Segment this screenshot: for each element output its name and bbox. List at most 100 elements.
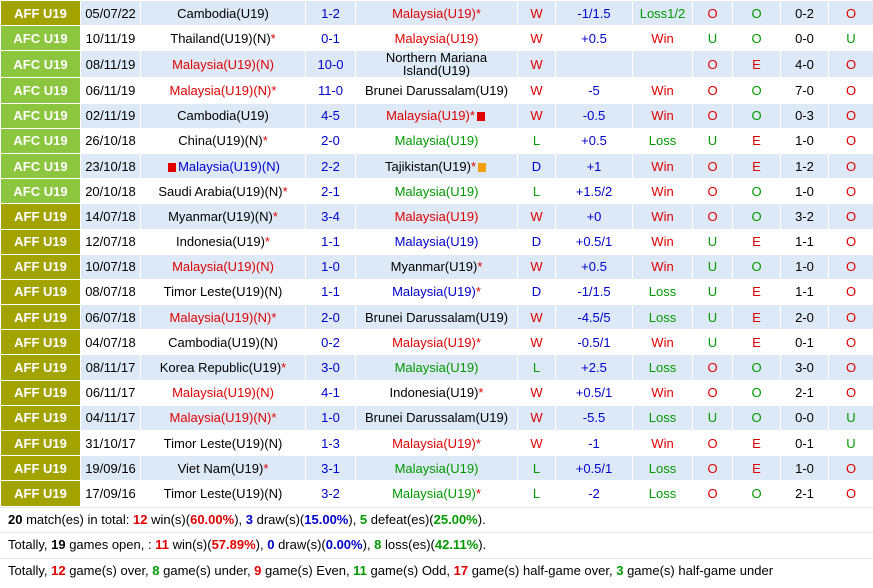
match-rows: AFF U19 05/07/22 Cambodia(U19) 1-2 Malaysia(… (0, 0, 873, 507)
half-over-under: O (828, 455, 873, 482)
handicap-result-text: Win (651, 108, 674, 124)
half-over-under-text: O (845, 82, 857, 98)
away-team: Brunei Darussalam(U19) (355, 77, 518, 104)
league-text: AFC U19 (13, 30, 68, 46)
home-name: Indonesia(U19) (176, 234, 265, 250)
over-under-text: U (707, 334, 718, 350)
half-over-under-text: O (845, 334, 857, 350)
score: 1-0 (305, 404, 356, 432)
handicap-result (632, 50, 693, 79)
date-text: 08/11/19 (85, 56, 136, 72)
odd-even: E (732, 50, 781, 79)
home-name: Malaysia(U19)(N) (169, 410, 272, 426)
date-text: 04/11/17 (85, 410, 136, 426)
date: 31/10/17 (80, 429, 141, 457)
score: 0-1 (305, 25, 356, 52)
home-name: China(U19)(N) (178, 133, 263, 149)
league: AFF U19 (0, 0, 81, 27)
away-name: Malaysia(U19) (394, 208, 479, 224)
summary-number: 11 (353, 562, 367, 578)
handicap-result: Win (632, 77, 693, 104)
summary-text: win(s)( (168, 537, 212, 553)
date: 06/07/18 (80, 304, 141, 331)
date-text: 31/10/17 (85, 435, 136, 451)
away-name: Malaysia(U19) (394, 30, 479, 46)
odd-even-text: O (751, 410, 762, 426)
half-over-under: U (828, 429, 873, 457)
result-text: D (531, 234, 542, 250)
half-over-under: O (828, 203, 873, 230)
league: AFF U19 (0, 304, 81, 331)
away-team: Malaysia(U19)* (355, 329, 518, 356)
match-row: AFF U19 19/09/16 Viet Nam(U19)* 3-1 Malaysia… (0, 455, 873, 482)
score: 2-0 (305, 304, 356, 331)
score: 2-1 (305, 178, 356, 205)
date-text: 08/11/17 (85, 360, 136, 376)
handicap-result-text: Win (651, 208, 674, 224)
half-score: 3-2 (780, 203, 829, 230)
over-under: O (692, 354, 733, 381)
match-row: AFF U19 12/07/18 Indonesia(U19)* 1-1 Malaysi… (0, 228, 873, 255)
score: 4-5 (305, 102, 356, 129)
odd-even-text: O (751, 108, 762, 124)
score-text: 2-0 (321, 133, 340, 149)
summary-number: 3 (245, 511, 253, 527)
league-text: AFF U19 (14, 309, 67, 325)
half-over-under: O (828, 152, 873, 180)
summary-text: draw(s)( (274, 537, 326, 553)
away-name: Malaysia(U19) (392, 435, 476, 451)
result-text: W (530, 410, 543, 426)
away-name: Malaysia(U19) (392, 334, 476, 350)
handicap-result-text: Win (651, 259, 674, 275)
half-over-under: U (828, 25, 873, 52)
score-text: 2-2 (321, 158, 340, 174)
home-team: Malaysia(U19)(N) (140, 253, 306, 280)
half-score-text: 7-0 (795, 82, 814, 98)
handicap-result: Win (632, 253, 693, 280)
result: W (517, 404, 556, 432)
date: 04/07/18 (80, 329, 141, 356)
over-under-text: U (707, 284, 718, 300)
away-team: Malaysia(U19)* (355, 429, 518, 457)
over-under-text: O (707, 208, 718, 224)
match-row: AFC U19 23/10/18 Malaysia(U19)(N) 2-2 Tajiki… (0, 152, 873, 180)
league-text: AFF U19 (14, 360, 67, 376)
half-over-under-text: O (845, 5, 857, 21)
date: 12/07/18 (80, 228, 141, 255)
handicap-result: Loss (632, 278, 693, 306)
date: 23/10/18 (80, 152, 141, 180)
half-over-under-text: U (846, 30, 856, 46)
score-text: 0-2 (321, 334, 340, 350)
summary-text: game(s) under, (159, 562, 255, 578)
handicap-result: Loss1/2 (632, 0, 693, 27)
match-row: AFF U19 17/09/16 Timor Leste(U19)(N) 3-2 Mal… (0, 480, 873, 507)
over-under-text: U (707, 259, 718, 275)
league: AFC U19 (0, 127, 81, 154)
score-text: 1-1 (321, 234, 340, 250)
score: 2-2 (305, 152, 356, 180)
half-over-under: O (828, 480, 873, 507)
odd-even: O (732, 0, 781, 27)
home-team: Viet Nam(U19)* (140, 455, 306, 482)
over-under: O (692, 102, 733, 129)
handicap-result-text: Win (651, 334, 674, 350)
home-name: Cambodia(U19) (177, 5, 269, 21)
result: W (517, 329, 556, 356)
over-under: O (692, 429, 733, 457)
handicap-text: -1 (588, 435, 600, 451)
handicap-text: +0.5/1 (575, 385, 613, 401)
match-row: AFC U19 08/11/19 Malaysia(U19)(N) 10-0 North… (0, 50, 873, 79)
half-score-text: 2-0 (795, 309, 814, 325)
date: 10/11/19 (80, 25, 141, 52)
date-text: 26/10/18 (85, 133, 136, 149)
red-card-icon (476, 112, 485, 122)
half-over-under: O (828, 379, 873, 406)
half-over-under-text: O (845, 360, 857, 376)
result: L (517, 127, 556, 154)
away-name: Brunei Darussalam(U19) (364, 410, 509, 426)
league-text: AFC U19 (13, 183, 68, 199)
away-name: Brunei Darussalam(U19) (364, 309, 509, 325)
away-name: Malaysia(U19) (392, 5, 476, 21)
result-text: L (532, 183, 541, 199)
date-text: 20/10/18 (85, 183, 136, 199)
